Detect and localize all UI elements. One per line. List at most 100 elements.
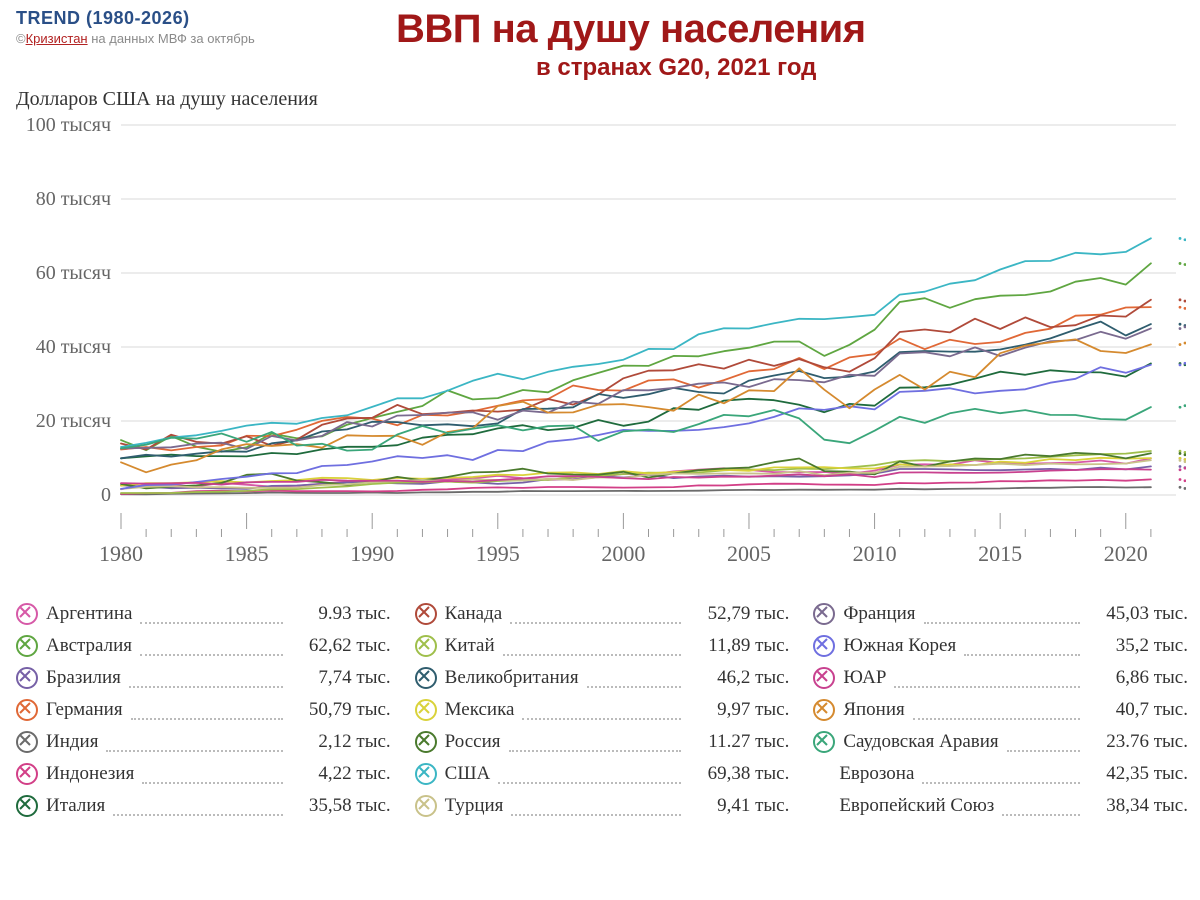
legend-label: Индия <box>46 731 98 753</box>
legend-value: 62,62 тыс. <box>291 635 391 657</box>
legend-leader-dots <box>129 668 283 687</box>
legend-leader-dots <box>498 764 681 783</box>
legend-value: 4,22 тыс. <box>291 763 391 785</box>
legend-value: 42,35 тыс. <box>1088 763 1188 785</box>
legend-item: Россия 11.27 тыс. <box>415 731 790 753</box>
legend-value: 45,03 тыс. <box>1088 603 1188 625</box>
legend-label: ЮАР <box>843 667 886 689</box>
legend-item: Европейский Союз 38,34 тыс. <box>813 795 1188 817</box>
main-title: ВВП на душу населения <box>396 8 1188 50</box>
legend-label: Бразилия <box>46 667 121 689</box>
legend-value: 23.76 тыс. <box>1088 731 1188 753</box>
legend-leader-dots <box>510 604 681 623</box>
legend-marker-icon <box>813 731 835 753</box>
svg-text:2015: 2015 <box>978 541 1022 566</box>
legend: Аргентина9.93 тыс. Австралия 62,62 тыс. Бра… <box>16 603 1188 817</box>
legend-marker-icon <box>16 763 38 785</box>
svg-text:2010: 2010 <box>853 541 897 566</box>
legend-value: 50,79 тыс. <box>291 699 391 721</box>
legend-leader-dots <box>131 700 283 719</box>
legend-label: Великобритания <box>445 667 579 689</box>
legend-leader-dots <box>922 764 1080 783</box>
legend-marker-icon <box>813 667 835 689</box>
legend-marker-icon <box>415 795 437 817</box>
legend-leader-dots <box>140 636 283 655</box>
legend-label: Франция <box>843 603 915 625</box>
svg-text:1980: 1980 <box>99 541 143 566</box>
source-suffix: на данных МВФ за октябрь <box>88 31 255 46</box>
legend-label: Австралия <box>46 635 132 657</box>
legend-label: Россия <box>445 731 501 753</box>
legend-leader-dots <box>503 636 682 655</box>
svg-text:1990: 1990 <box>350 541 394 566</box>
legend-value: 7,74 тыс. <box>291 667 391 689</box>
legend-value: 9,97 тыс. <box>689 699 789 721</box>
svg-text:60 тысяч: 60 тысяч <box>36 262 111 284</box>
svg-text:100 тысяч: 100 тысяч <box>26 115 111 136</box>
svg-text:2020: 2020 <box>1104 541 1148 566</box>
legend-label: Южная Корея <box>843 635 956 657</box>
legend-item: ЮАР 6,86 тыс. <box>813 667 1188 689</box>
line-chart: 020 тысяч40 тысяч60 тысяч80 тысяч100 тыс… <box>16 115 1186 575</box>
legend-leader-dots <box>509 732 682 751</box>
y-axis-label: Долларов США на душу населения <box>16 88 1188 111</box>
legend-item: Бразилия 7,74 тыс. <box>16 667 391 689</box>
source-prefix: © <box>16 31 26 46</box>
legend-item: Еврозона 42,35 тыс. <box>813 763 1188 785</box>
legend-item: Китай 11,89 тыс. <box>415 635 790 657</box>
legend-item: Канада52,79 тыс. <box>415 603 790 625</box>
legend-leader-dots <box>964 636 1080 655</box>
legend-value: 11.27 тыс. <box>689 731 789 753</box>
legend-value: 9.93 тыс. <box>291 603 391 625</box>
svg-text:2000: 2000 <box>601 541 645 566</box>
legend-marker-icon <box>415 699 437 721</box>
legend-value: 46,2 тыс. <box>689 667 789 689</box>
legend-marker-icon <box>813 603 835 625</box>
legend-value: 52,79 тыс. <box>689 603 789 625</box>
legend-item: Индонезия4,22 тыс. <box>16 763 391 785</box>
legend-marker-icon <box>415 603 437 625</box>
legend-leader-dots <box>113 796 282 815</box>
legend-item: Аргентина9.93 тыс. <box>16 603 391 625</box>
legend-item: Германия 50,79 тыс. <box>16 699 391 721</box>
legend-label: Германия <box>46 699 123 721</box>
svg-text:80 тысяч: 80 тысяч <box>36 188 111 210</box>
legend-value: 6,86 тыс. <box>1088 667 1188 689</box>
legend-item: Австралия 62,62 тыс. <box>16 635 391 657</box>
legend-value: 69,38 тыс. <box>689 763 789 785</box>
svg-text:2005: 2005 <box>727 541 771 566</box>
legend-label: Еврозона <box>839 763 914 785</box>
legend-label: Турция <box>445 795 504 817</box>
header-trend-block: TREND (1980-2026) ©Кризистан на данных М… <box>16 8 386 46</box>
sub-title: в странах G20, 2021 год <box>396 54 1188 82</box>
legend-leader-dots <box>522 700 681 719</box>
legend-leader-dots <box>894 668 1080 687</box>
svg-text:40 тысяч: 40 тысяч <box>36 336 111 358</box>
legend-value: 38,34 тыс. <box>1088 795 1188 817</box>
legend-label: Япония <box>843 699 904 721</box>
legend-item: Италия35,58 тыс. <box>16 795 391 817</box>
legend-marker-icon <box>813 699 835 721</box>
legend-value: 40,7 тыс. <box>1088 699 1188 721</box>
legend-marker-icon <box>16 795 38 817</box>
legend-value: 11,89 тыс. <box>689 635 789 657</box>
legend-value: 9,41 тыс. <box>689 795 789 817</box>
source-link[interactable]: Кризистан <box>26 31 88 46</box>
legend-marker-icon <box>16 635 38 657</box>
legend-item: Саудовская Аравия23.76 тыс. <box>813 731 1188 753</box>
svg-text:1995: 1995 <box>476 541 520 566</box>
svg-text:20 тысяч: 20 тысяч <box>36 410 111 432</box>
legend-leader-dots <box>913 700 1080 719</box>
legend-leader-dots <box>511 796 681 815</box>
legend-leader-dots <box>106 732 282 751</box>
legend-leader-dots <box>140 604 282 623</box>
legend-label: Европейский Союз <box>839 795 994 817</box>
legend-marker-icon <box>415 635 437 657</box>
legend-item: США69,38 тыс. <box>415 763 790 785</box>
legend-marker-icon <box>16 731 38 753</box>
legend-marker-icon <box>16 699 38 721</box>
legend-value: 35,58 тыс. <box>291 795 391 817</box>
legend-marker-icon <box>415 731 437 753</box>
legend-item: Турция 9,41 тыс. <box>415 795 790 817</box>
legend-label: Китай <box>445 635 495 657</box>
